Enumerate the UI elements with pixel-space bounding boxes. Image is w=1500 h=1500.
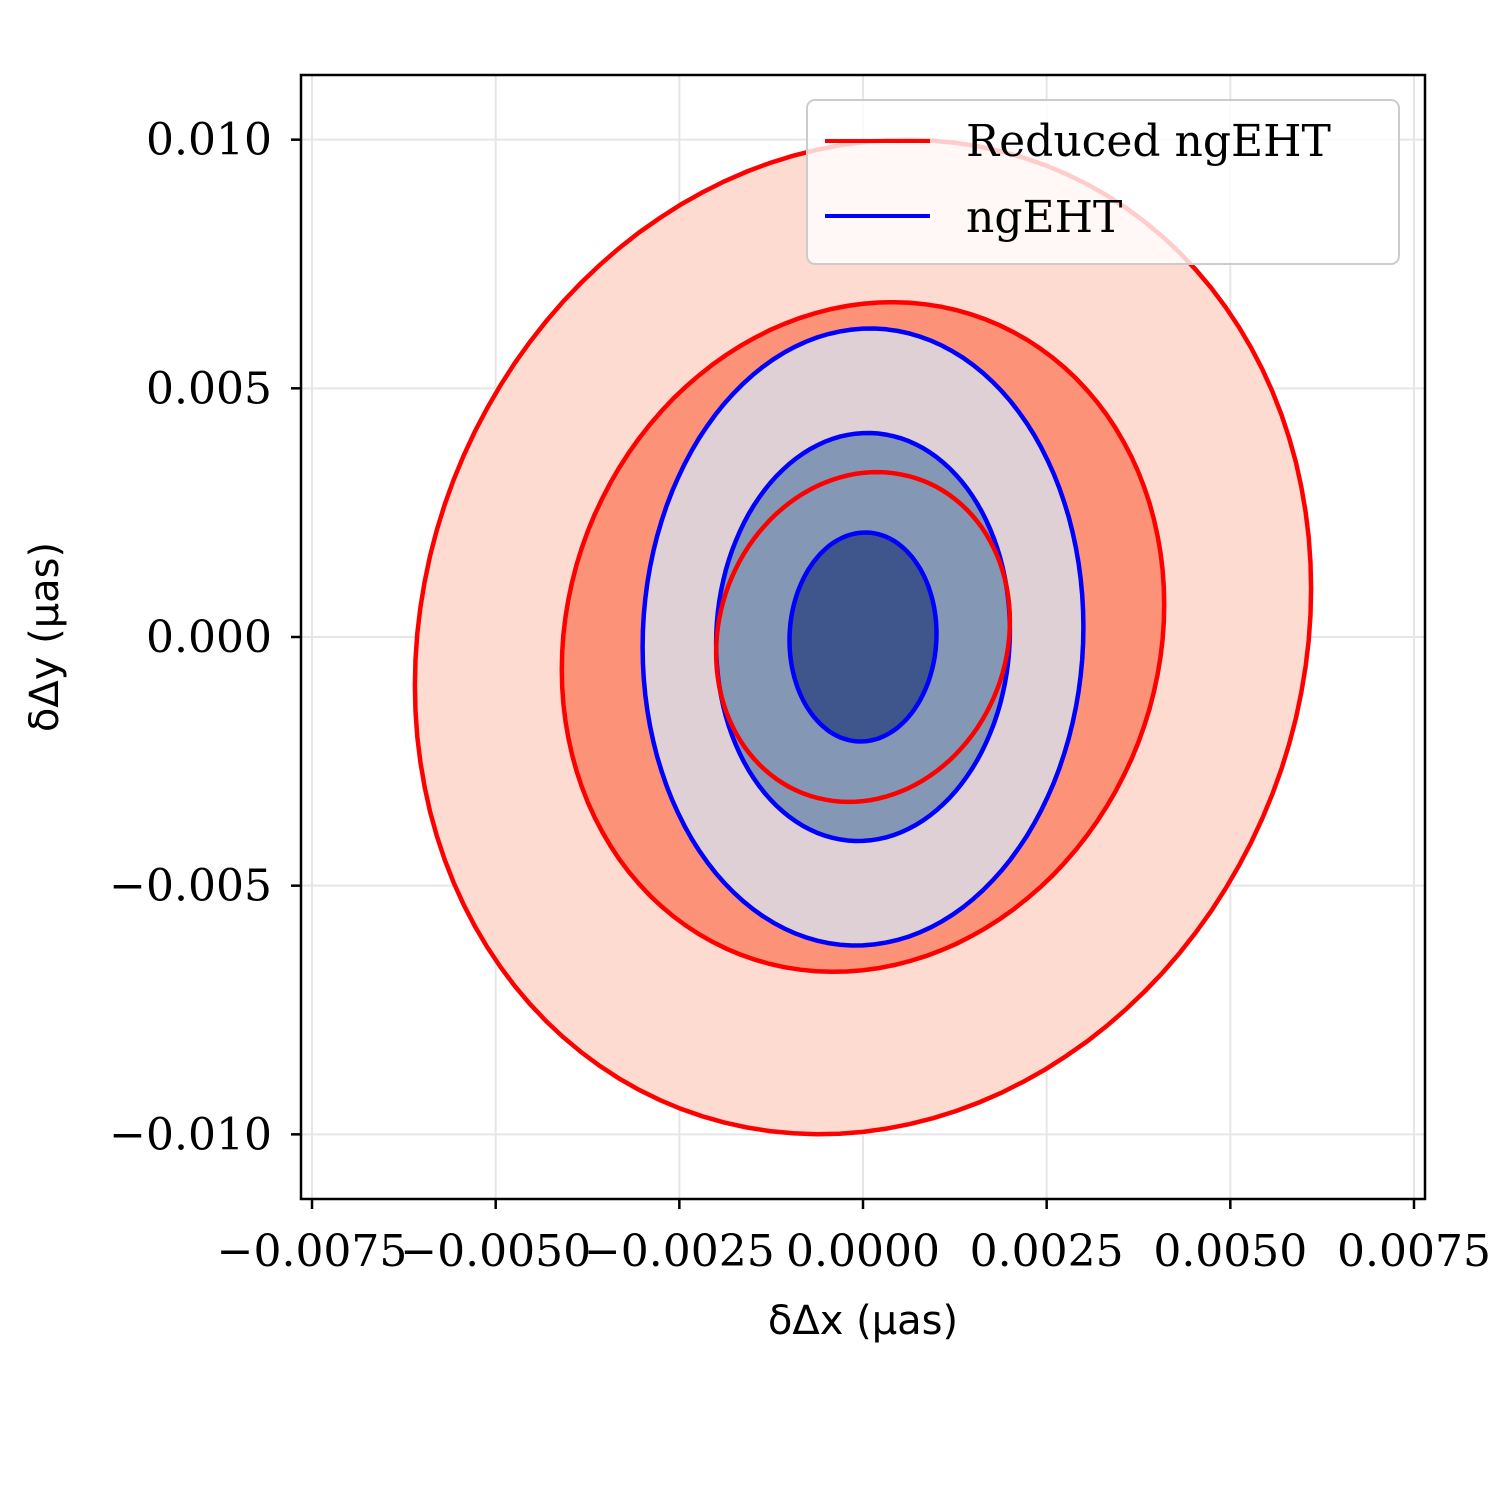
- y-tick-label: −0.005: [109, 861, 272, 912]
- x-axis-ticks: −0.0075−0.0050−0.0025 0.0000 0.0025 0.0050 0…: [217, 1199, 1491, 1277]
- y-tick-label: 0.010: [146, 115, 272, 166]
- contour-reduced-ngeht-level-1: [713, 469, 1013, 805]
- x-tick-label: 0.0050: [1153, 1226, 1307, 1277]
- legend-box: [806, 99, 1400, 265]
- x-tick-label: −0.0025: [584, 1226, 775, 1277]
- contours: [412, 137, 1314, 1137]
- x-tick-label: 0.0075: [1337, 1226, 1491, 1277]
- y-axis-label: δΔy (μas): [22, 542, 68, 732]
- x-axis-label: δΔx (μas): [768, 1298, 958, 1344]
- x-tick-label: −0.0075: [217, 1226, 408, 1277]
- y-tick-label: 0.005: [146, 363, 272, 414]
- x-tick-label: −0.0050: [400, 1226, 591, 1277]
- x-tick-label: 0.0025: [970, 1226, 1124, 1277]
- legend-label-reduced-ngeht: Reduced ngEHT: [966, 116, 1331, 167]
- y-tick-label: −0.010: [109, 1109, 272, 1160]
- y-tick-label: 0.000: [146, 612, 272, 663]
- y-axis-ticks: 0.010 0.005 0.000 −0.005 −0.010: [109, 115, 301, 1160]
- legend-label-ngeht: ngEHT: [966, 192, 1122, 243]
- x-tick-label: 0.0000: [786, 1226, 940, 1277]
- legend: Reduced ngEHT ngEHT: [806, 99, 1400, 265]
- contour-ngeht-level-1: [787, 530, 939, 744]
